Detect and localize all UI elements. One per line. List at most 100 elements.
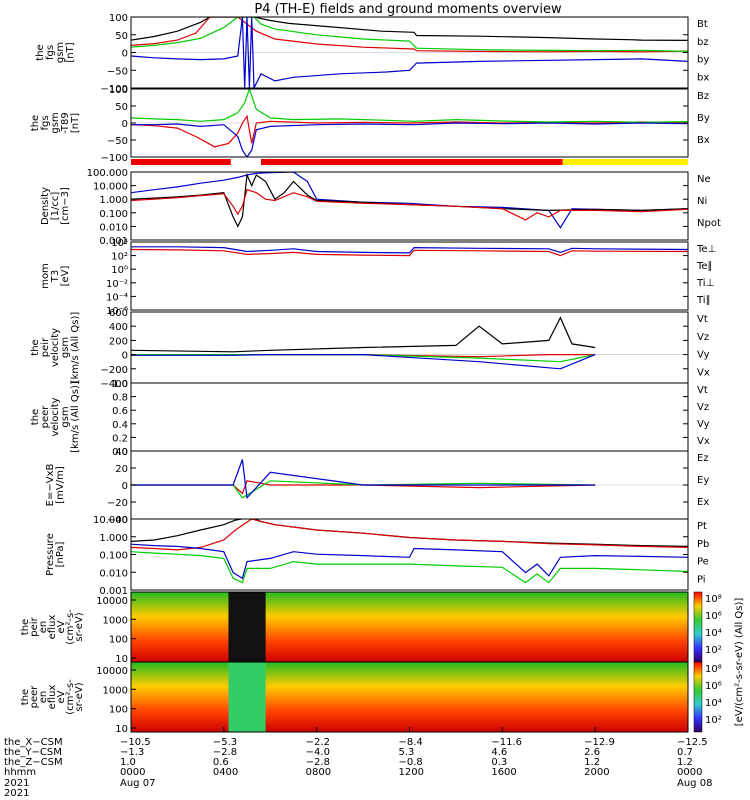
y-tick-label: 10 bbox=[115, 724, 128, 735]
x-col-X: −2.2 bbox=[306, 737, 330, 748]
y-axis-label: (cm²-s- bbox=[65, 679, 76, 715]
y-tick-label: −100 bbox=[101, 84, 128, 95]
y-tick-label: 50 bbox=[115, 102, 128, 113]
colorbar-tick: 10⁶ bbox=[705, 681, 722, 692]
legend-entry-Bz: Bz bbox=[697, 91, 709, 102]
legend-entry-Te⊥: Te⊥ bbox=[696, 244, 716, 255]
y-tick-label: −100 bbox=[101, 153, 128, 164]
legend-entry-by: by bbox=[697, 55, 709, 66]
legend-entry-bx: bx bbox=[697, 72, 709, 83]
y-axis-label: peir bbox=[40, 337, 51, 357]
x-col-X: −12.5 bbox=[677, 737, 708, 748]
y-tick-label: 100.000 bbox=[87, 168, 128, 179]
series-Ex bbox=[131, 459, 596, 500]
x-col-Z: 1.2 bbox=[677, 757, 693, 768]
y-axis-label: the bbox=[35, 44, 46, 60]
series-group bbox=[131, 17, 688, 88]
y-tick-label: 0.100 bbox=[99, 209, 128, 220]
x-row-label: the_X−CSM bbox=[4, 737, 63, 748]
y-axis-label: -T89 bbox=[60, 112, 71, 134]
legend-entry-Vz: Vz bbox=[697, 402, 709, 413]
series-Pt bbox=[131, 519, 688, 547]
series-Pi bbox=[131, 543, 688, 580]
legend-entry-Vy: Vy bbox=[697, 350, 710, 361]
status-segment bbox=[260, 159, 563, 165]
y-axis-label: gsm bbox=[55, 42, 66, 63]
y-axis-label: [1/cc] bbox=[50, 192, 61, 221]
y-tick-label: 0 bbox=[122, 119, 128, 130]
y-tick-label: 1.000 bbox=[99, 533, 128, 544]
legend-entry-Vt: Vt bbox=[697, 314, 708, 325]
x-col-X: −12.9 bbox=[584, 737, 615, 748]
legend-entry-Vz: Vz bbox=[697, 332, 709, 343]
panel-frame bbox=[130, 311, 689, 384]
y-tick-label: −50 bbox=[107, 136, 128, 147]
series-Bx bbox=[131, 122, 688, 157]
y-tick-label: 40 bbox=[115, 447, 128, 458]
y-axis-label: [eV] bbox=[60, 266, 71, 287]
status-segment bbox=[131, 159, 231, 165]
y-axis-label: T3 bbox=[50, 270, 61, 283]
y-tick-label: 0.001 bbox=[99, 586, 128, 597]
x-col-X: −10.5 bbox=[120, 737, 151, 748]
legend-entry-Ni: Ni bbox=[697, 196, 707, 207]
y-tick-label: 0.010 bbox=[99, 568, 128, 579]
series-Ez bbox=[131, 480, 596, 495]
y-tick-label: 1.000 bbox=[99, 195, 128, 206]
y-axis-label: velocity bbox=[50, 397, 61, 436]
panel-peer_velocity: 1.0 0.8 0.6 0.4 0.2 0.0 the peer velocity gsm [km/… bbox=[30, 379, 710, 458]
x-col-X: −11.6 bbox=[491, 737, 522, 748]
y-tick-label: 0 bbox=[122, 481, 128, 492]
panel-frame bbox=[130, 241, 689, 311]
y-axis-label: Pressure bbox=[45, 533, 56, 576]
y-axis-label: fgs bbox=[40, 115, 51, 130]
x-row-label: the_Y−CSM bbox=[4, 747, 62, 758]
x-row-label: 2021 bbox=[4, 778, 29, 789]
y-axis-label: gsm bbox=[60, 337, 71, 358]
y-axis-label: en bbox=[38, 621, 49, 634]
colorbar-tick: 10⁴ bbox=[705, 628, 722, 639]
series-group bbox=[131, 316, 596, 370]
x-col-Y: −2.8 bbox=[213, 747, 237, 758]
y-tick-label: 1000 bbox=[103, 615, 128, 626]
x-col-hhmm: 1200 bbox=[399, 767, 424, 778]
y-tick-label: 0.100 bbox=[99, 551, 128, 562]
y-tick-label: 10⁻⁴ bbox=[106, 292, 128, 303]
y-axis-label: the bbox=[30, 339, 41, 355]
colorbar-tick: 10² bbox=[705, 645, 722, 656]
y-tick-label: 600 bbox=[109, 308, 128, 319]
legend-entry-Vx: Vx bbox=[697, 436, 710, 447]
series-Ey bbox=[131, 480, 596, 499]
legend-entry-Ne: Ne bbox=[697, 174, 711, 185]
y-axis-label: sr-eV) bbox=[74, 612, 85, 641]
x-row-label: the_Z−CSM bbox=[4, 757, 63, 768]
panel-efield: 40 20 0 −20 −40 E=−VxB [mV/m] Ez Ey Ex bbox=[45, 447, 709, 526]
y-tick-label: 1000 bbox=[103, 685, 128, 696]
y-axis-label: the bbox=[20, 619, 31, 635]
x-col-Y: 2.6 bbox=[584, 747, 600, 758]
series-group bbox=[131, 172, 688, 229]
y-axis-label: the bbox=[30, 409, 41, 425]
y-axis-label: fgs bbox=[45, 45, 56, 60]
series-Npot bbox=[131, 172, 688, 229]
x-col-Z: 1.0 bbox=[120, 757, 136, 768]
x-col-Z: 0.3 bbox=[491, 757, 507, 768]
x-col-Y: 5.3 bbox=[399, 747, 415, 758]
y-tick-label: 10.000 bbox=[93, 515, 128, 526]
x-row-label: hhmm bbox=[4, 767, 36, 778]
panel-density: 100.000 10.000 1.000 0.100 0.010 0.001 Density… bbox=[40, 168, 721, 247]
series-bz bbox=[131, 17, 688, 53]
x-col-X: −8.4 bbox=[399, 737, 423, 748]
chart-title: P4 (TH-E) fields and ground moments over… bbox=[254, 2, 562, 17]
y-axis-label: sr-eV) bbox=[74, 682, 85, 711]
y-tick-label: 0.6 bbox=[112, 406, 128, 417]
status-bar bbox=[131, 159, 688, 165]
y-tick-label: 100 bbox=[109, 85, 128, 96]
legend-entry-Ey: Ey bbox=[697, 475, 709, 486]
x-col-date: Aug 07 bbox=[120, 778, 155, 789]
x-col-X: −5.3 bbox=[213, 737, 237, 748]
legend-entry-Pe: Pe bbox=[697, 557, 709, 568]
y-axis-label: [nT] bbox=[65, 42, 76, 62]
